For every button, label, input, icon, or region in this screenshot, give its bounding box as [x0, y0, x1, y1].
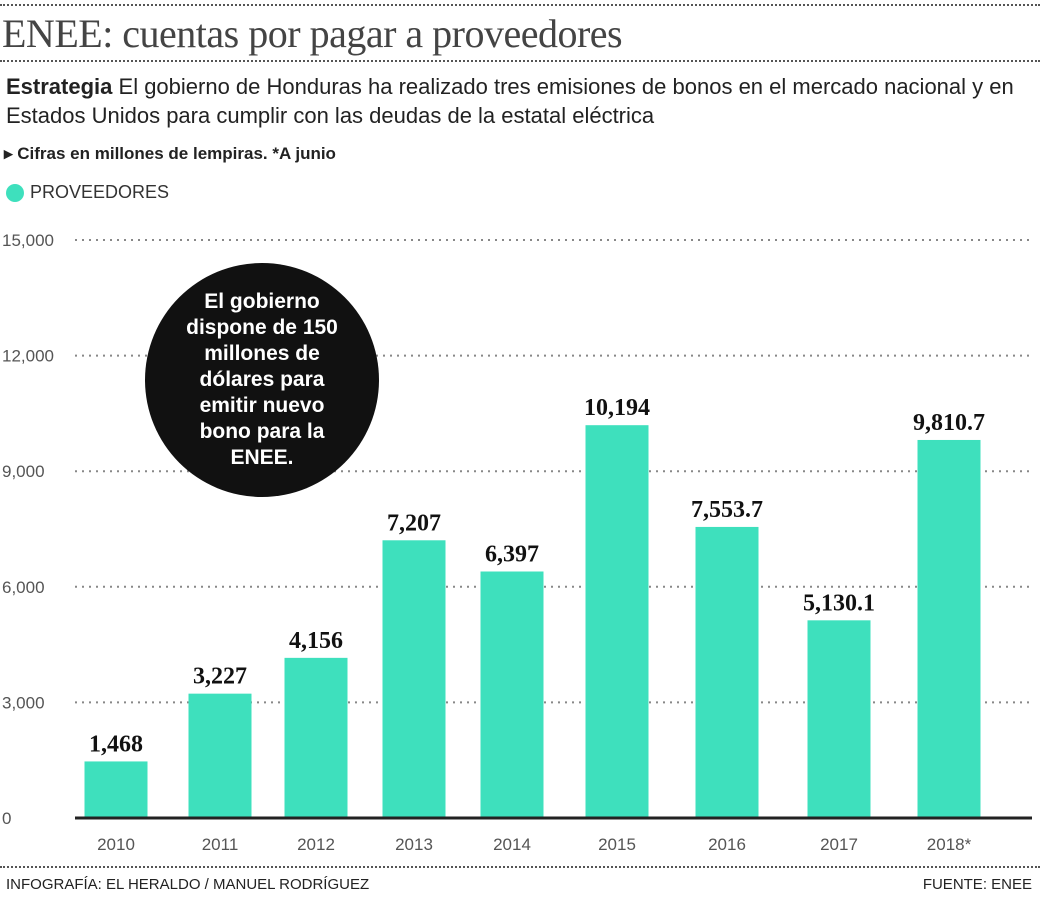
data-label: 9,810.7 [913, 410, 985, 436]
credit: INFOGRAFÍA: EL HERALDO / MANUEL RODRÍGUE… [6, 876, 370, 893]
bar [188, 693, 252, 818]
data-label: 1,468 [89, 731, 143, 757]
bar [84, 761, 148, 818]
legend-swatch [6, 183, 24, 202]
x-tick-label: 2013 [395, 835, 433, 854]
divider [0, 4, 1040, 6]
y-tick-label: 9,000 [2, 462, 45, 481]
x-tick-label: 2014 [493, 835, 531, 854]
subtitle: Estrategia El gobierno de Honduras ha re… [6, 72, 1026, 130]
subtitle-text: El gobierno de Honduras ha realizado tre… [6, 74, 1014, 128]
y-tick-label: 6,000 [2, 578, 45, 597]
legend: PROVEEDORES [6, 182, 169, 203]
data-label: 4,156 [289, 628, 343, 654]
x-tick-label: 2010 [97, 835, 135, 854]
subtitle-lead: Estrategia [6, 74, 113, 99]
callout-text: El gobierno dispone de 150 millones de d… [186, 290, 338, 469]
legend-label: PROVEEDORES [30, 182, 170, 202]
x-tick-label: 2017 [820, 835, 858, 854]
data-label: 7,553.7 [691, 497, 763, 523]
divider [0, 60, 1040, 62]
bar [284, 657, 348, 818]
x-tick-label: 2018* [927, 835, 972, 854]
data-label: 3,227 [193, 664, 247, 690]
bar [695, 526, 759, 818]
x-tick-label: 2011 [202, 835, 239, 854]
bar [585, 425, 649, 818]
note-text: Cifras en millones de lempiras. *A junio [17, 144, 336, 163]
page-title: ENEE: cuentas por pagar a proveedores [2, 11, 623, 56]
y-tick-label: 12,000 [2, 347, 54, 366]
data-label: 10,194 [584, 395, 650, 421]
y-tick-label: 0 [2, 809, 11, 828]
source: FUENTE: ENEE [922, 876, 1032, 893]
x-tick-label: 2012 [297, 835, 335, 854]
x-tick-label: 2015 [598, 835, 636, 854]
y-tick-label: 15,000 [2, 231, 54, 250]
bar [480, 571, 544, 818]
x-tick-label: 2016 [708, 835, 746, 854]
data-label: 5,130.1 [803, 590, 875, 616]
bar [917, 439, 981, 818]
divider [0, 866, 1040, 868]
y-tick-label: 3,000 [2, 693, 45, 712]
bar [382, 540, 446, 818]
note: ▸ Cifras en millones de lempiras. *A jun… [4, 144, 336, 163]
bar [807, 620, 871, 818]
data-label: 6,397 [485, 542, 539, 568]
callout-bubble: El gobierno dispone de 150 millones de d… [145, 263, 379, 497]
data-label: 7,207 [387, 510, 441, 536]
